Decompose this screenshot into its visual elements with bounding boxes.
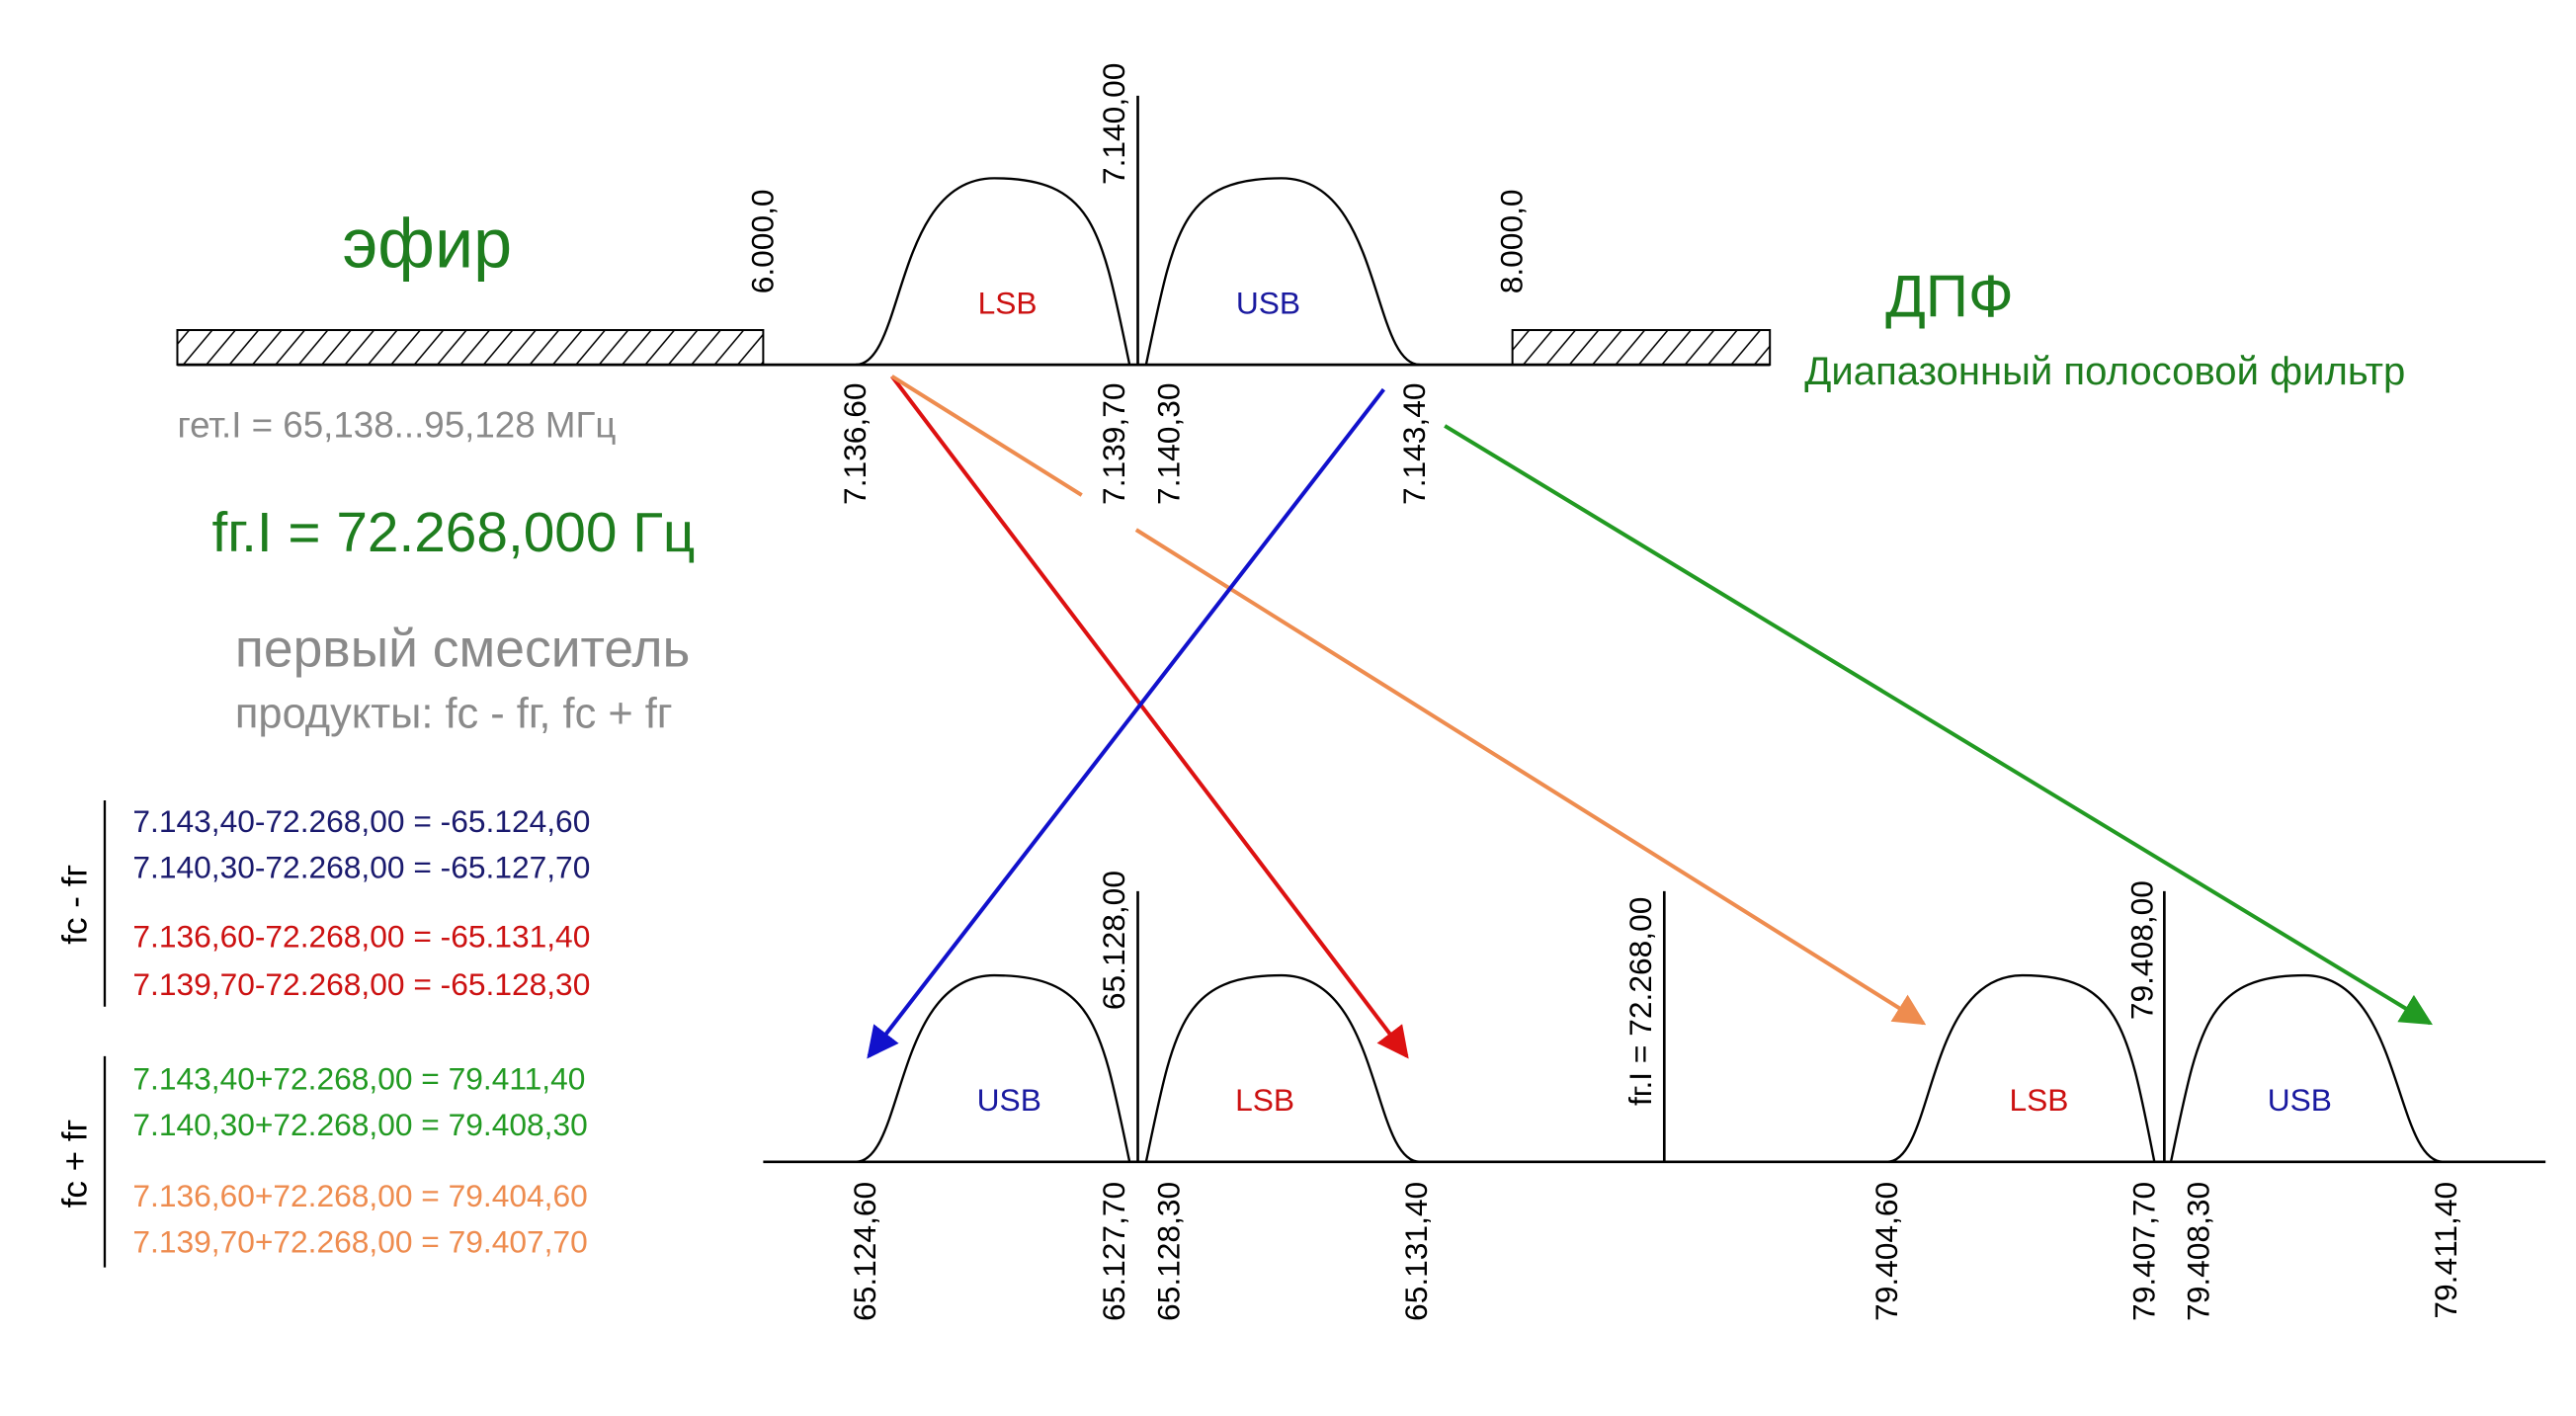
bottom-edge-label: 79.408,30 <box>2180 1182 2215 1321</box>
bottom-edge-label: 65.124,60 <box>847 1182 882 1321</box>
lo-frequency: fг.I = 72.268,000 Гц <box>212 502 696 564</box>
stopband-left <box>176 329 765 367</box>
equation: 7.136,60+72.268,00 = 79.404,60 <box>132 1178 587 1213</box>
sum-usb-hump <box>2169 973 2444 1163</box>
difference-right-label: LSB <box>1235 1082 1294 1118</box>
bottom-edge-label: 79.411,40 <box>2428 1182 2463 1319</box>
arrow-usb-difference <box>867 387 1385 1059</box>
top-lsb-label: LSB <box>978 285 1038 320</box>
equation: 7.139,70+72.268,00 = 79.407,70 <box>132 1224 587 1260</box>
heterodyne-range: гет.I = 65,138...95,128 МГц <box>177 405 616 446</box>
top-edge-label: 7.140,30 <box>1150 382 1186 504</box>
difference-label: fc - fг <box>56 865 95 945</box>
difference-usb-hump <box>855 973 1131 1163</box>
mixer-title: первый смеситель <box>235 621 690 679</box>
sum-label: fc + fг <box>56 1120 95 1208</box>
arrow-lsb-difference <box>890 375 1409 1059</box>
sum-right-label: USB <box>2268 1082 2332 1118</box>
top-lsb-hump <box>855 177 1131 367</box>
difference-carrier-label: 65.128,00 <box>1096 871 1131 1010</box>
sum-lsb-hump <box>1886 973 2156 1163</box>
bottom-edge-label: 65.128,30 <box>1150 1182 1186 1321</box>
bottom-edge-label: 79.407,70 <box>2125 1182 2161 1321</box>
equation: 7.140,30-72.268,00 = -65.127,70 <box>132 850 590 885</box>
top-usb-hump <box>1144 177 1421 367</box>
right-band-edge: 8.000,0 <box>1494 189 1530 293</box>
top-carrier-label: 7.140,00 <box>1096 63 1131 185</box>
left-band-edge: 6.000,0 <box>744 189 780 293</box>
bottom-edge-label: 65.127,70 <box>1096 1182 1131 1321</box>
top-edge-label: 7.139,70 <box>1096 382 1131 504</box>
top-usb-label: USB <box>1236 285 1300 320</box>
lo-marker-label: fг.I = 72.268,00 <box>1622 897 1658 1106</box>
arrow-lsb-sum-start <box>890 375 1083 497</box>
top-edge-label: 7.136,60 <box>837 382 873 504</box>
sum-carrier-label: 79.408,00 <box>2124 880 2160 1020</box>
bottom-edge-label: 79.404,60 <box>1869 1182 1904 1321</box>
mixer-products: продукты: fc - fг, fc + fг <box>235 691 673 738</box>
difference-left-label: USB <box>977 1082 1041 1118</box>
arrow-usb-sum <box>1444 424 2433 1026</box>
sum-left-label: LSB <box>2009 1082 2068 1118</box>
equation: 7.139,70-72.268,00 = -65.128,30 <box>132 966 590 1002</box>
stopband-right <box>1511 329 1772 367</box>
equation: 7.140,30+72.268,00 = 79.408,30 <box>132 1107 587 1142</box>
arrow-lsb-sum <box>1134 528 1927 1026</box>
difference-lsb-hump <box>1144 973 1421 1163</box>
bottom-edge-label: 65.131,40 <box>1398 1182 1434 1321</box>
equation: 7.143,40+72.268,00 = 79.411,40 <box>132 1060 585 1096</box>
top-edge-label: 7.143,40 <box>1396 382 1432 504</box>
equation: 7.136,60-72.268,00 = -65.131,40 <box>132 919 590 955</box>
filter-subtitle: Диапазонный полосовой фильтр <box>1804 350 2405 393</box>
filter-title: ДПФ <box>1885 264 2014 330</box>
equation: 7.143,40-72.268,00 = -65.124,60 <box>132 803 590 839</box>
air-title: эфир <box>342 206 512 283</box>
